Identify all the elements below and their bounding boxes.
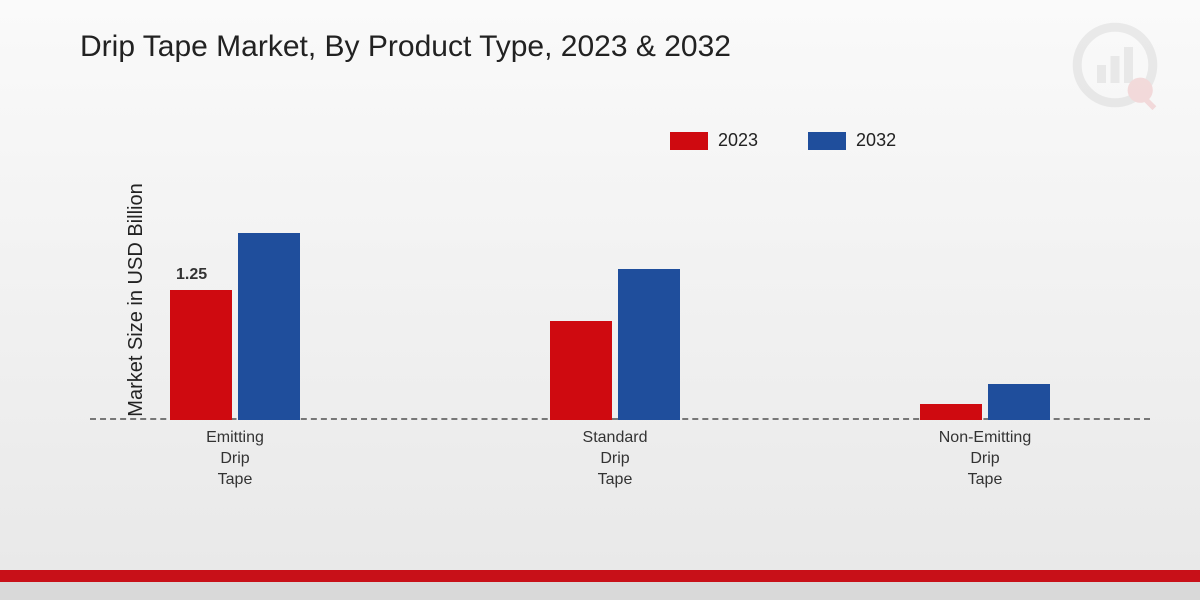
legend-item-2032: 2032 (808, 130, 896, 151)
bar-2023 (170, 290, 232, 420)
footer-accent (0, 570, 1200, 582)
category-label: Emitting Drip Tape (170, 428, 300, 490)
footer-grey (0, 582, 1200, 600)
bar-group (550, 269, 680, 420)
bar-2023 (550, 321, 612, 420)
bar-group: 1.25 (170, 233, 300, 420)
bar-2032 (988, 384, 1050, 420)
brand-watermark-icon (1070, 20, 1160, 110)
chart-title: Drip Tape Market, By Product Type, 2023 … (80, 30, 731, 64)
legend-label-2032: 2032 (856, 130, 896, 151)
legend-swatch-2023 (670, 132, 708, 150)
bar-2032 (238, 233, 300, 420)
footer-stripe (0, 570, 1200, 600)
bar-2023 (920, 404, 982, 420)
category-label: Non-Emitting Drip Tape (920, 428, 1050, 490)
legend-item-2023: 2023 (670, 130, 758, 151)
bar-value-label: 1.25 (176, 266, 207, 284)
legend-label-2023: 2023 (718, 130, 758, 151)
category-label: Standard Drip Tape (550, 428, 680, 490)
bar-2032 (618, 269, 680, 420)
legend-swatch-2032 (808, 132, 846, 150)
legend: 2023 2032 (670, 130, 896, 151)
bar-group (920, 384, 1050, 420)
plot-area: 1.25 (90, 160, 1150, 420)
